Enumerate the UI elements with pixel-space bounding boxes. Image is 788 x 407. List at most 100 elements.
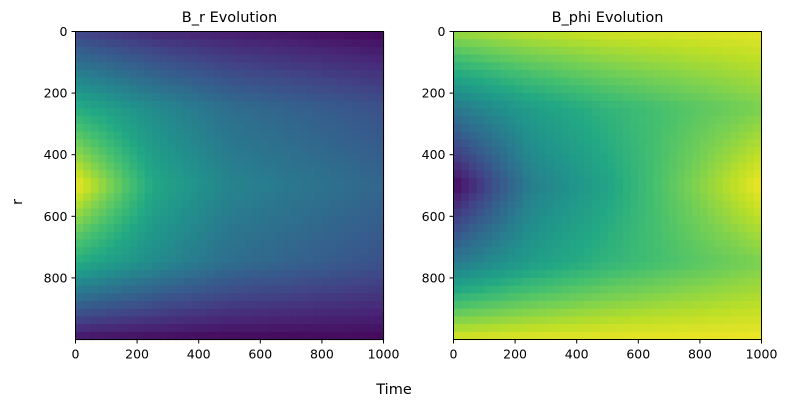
heatmap-cell [144,324,154,333]
heatmap-cell [214,108,223,117]
heatmap-cell [291,208,300,217]
heatmap-cell [244,177,254,187]
heatmap-cell [576,200,585,210]
heatmap-cell [252,285,261,294]
heatmap-cell [229,177,238,187]
heatmap-cell [360,54,369,63]
heatmap-cell [144,331,154,341]
heatmap-cell [545,100,555,110]
heatmap-cell [360,270,369,279]
heatmap-cell [260,200,269,210]
heatmap-cell [461,77,470,86]
heatmap-cell [515,331,524,341]
heatmap-cell [260,116,269,125]
heatmap-cell [345,331,354,341]
heatmap-cell [283,77,292,86]
heatmap-cell [106,123,115,133]
heatmap-cell [553,123,562,133]
heatmap-cell [522,324,532,333]
heatmap-cell [337,177,346,187]
heatmap-cell [753,85,763,94]
heatmap-cell [561,85,570,94]
heatmap-cell [121,170,130,179]
heatmap-cell [622,77,632,86]
heatmap-cell [252,162,261,171]
heatmap-cell [599,277,609,287]
heatmap-cell [306,293,315,302]
heatmap-cell [191,331,200,341]
heatmap-cell [592,324,601,333]
heatmap-cell [545,254,555,264]
heatmap-cell [707,231,716,240]
heatmap-cell [314,316,323,325]
heatmap-cell [291,116,300,125]
heatmap-cell [345,285,354,294]
heatmap-cell [684,100,693,110]
heatmap-cell [638,216,647,225]
heatmap-cell [699,77,709,86]
heatmap-cell [183,301,192,310]
heatmap-cell [753,216,763,225]
heatmap-cell [484,185,493,194]
heatmap-cell [152,62,161,71]
heatmap-cell [707,77,716,86]
heatmap-cell [753,46,763,56]
heatmap-cell [252,308,261,317]
heatmap-cell [368,100,377,110]
heatmap-cell [360,308,369,317]
heatmap-cell [90,123,100,133]
heatmap-cell [360,108,369,117]
heatmap-cell [684,301,693,310]
heatmap-cell [492,308,501,317]
heatmap-cell [198,316,207,325]
heatmap-cell [538,177,547,187]
heatmap-cell [137,54,146,63]
heatmap-cell [615,308,624,317]
heatmap-cell [507,301,516,310]
heatmap-cell [515,200,524,210]
heatmap-cell [121,85,130,94]
heatmap-cell [198,131,207,140]
heatmap-cell [191,108,200,117]
heatmap-cell [98,285,107,294]
heatmap-cell [561,308,570,317]
heatmap-cell [321,239,331,248]
heatmap-cell [329,46,338,56]
heatmap-cell [198,277,207,287]
heatmap-cell [98,208,107,217]
heatmap-cell [221,85,231,94]
heatmap-cell [129,62,138,71]
heatmap-cell [144,285,154,294]
heatmap-cell [545,31,555,40]
heatmap-cell [329,39,338,48]
heatmap-cell [522,170,532,179]
heatmap-cell [661,224,670,233]
heatmap-cell [160,100,169,110]
heatmap-cell [352,231,361,240]
heatmap-cell [275,285,284,294]
heatmap-cell [723,147,732,156]
heatmap-cell [321,177,331,187]
heatmap-cell [646,331,655,341]
heatmap-cell [175,70,184,79]
heatmap-cell [707,116,716,125]
heatmap-cell [237,331,246,341]
heatmap-cell [530,254,539,264]
heatmap-cell [669,293,678,302]
heatmap-cell [144,216,154,225]
heatmap-cell [144,262,154,271]
heatmap-cell [723,216,732,225]
heatmap-cell [476,331,485,341]
heatmap-cell [661,208,670,217]
heatmap-cell [569,147,578,156]
heatmap-cell [522,285,532,294]
heatmap-cell [321,308,331,317]
heatmap-cell [114,170,123,179]
heatmap-cell [607,131,616,140]
heatmap-cell [499,224,508,233]
heatmap-cell [584,293,593,302]
heatmap-cell [114,254,123,264]
heatmap-cell [298,301,308,310]
heatmap-cell [461,316,470,325]
heatmap-cell [553,285,562,294]
